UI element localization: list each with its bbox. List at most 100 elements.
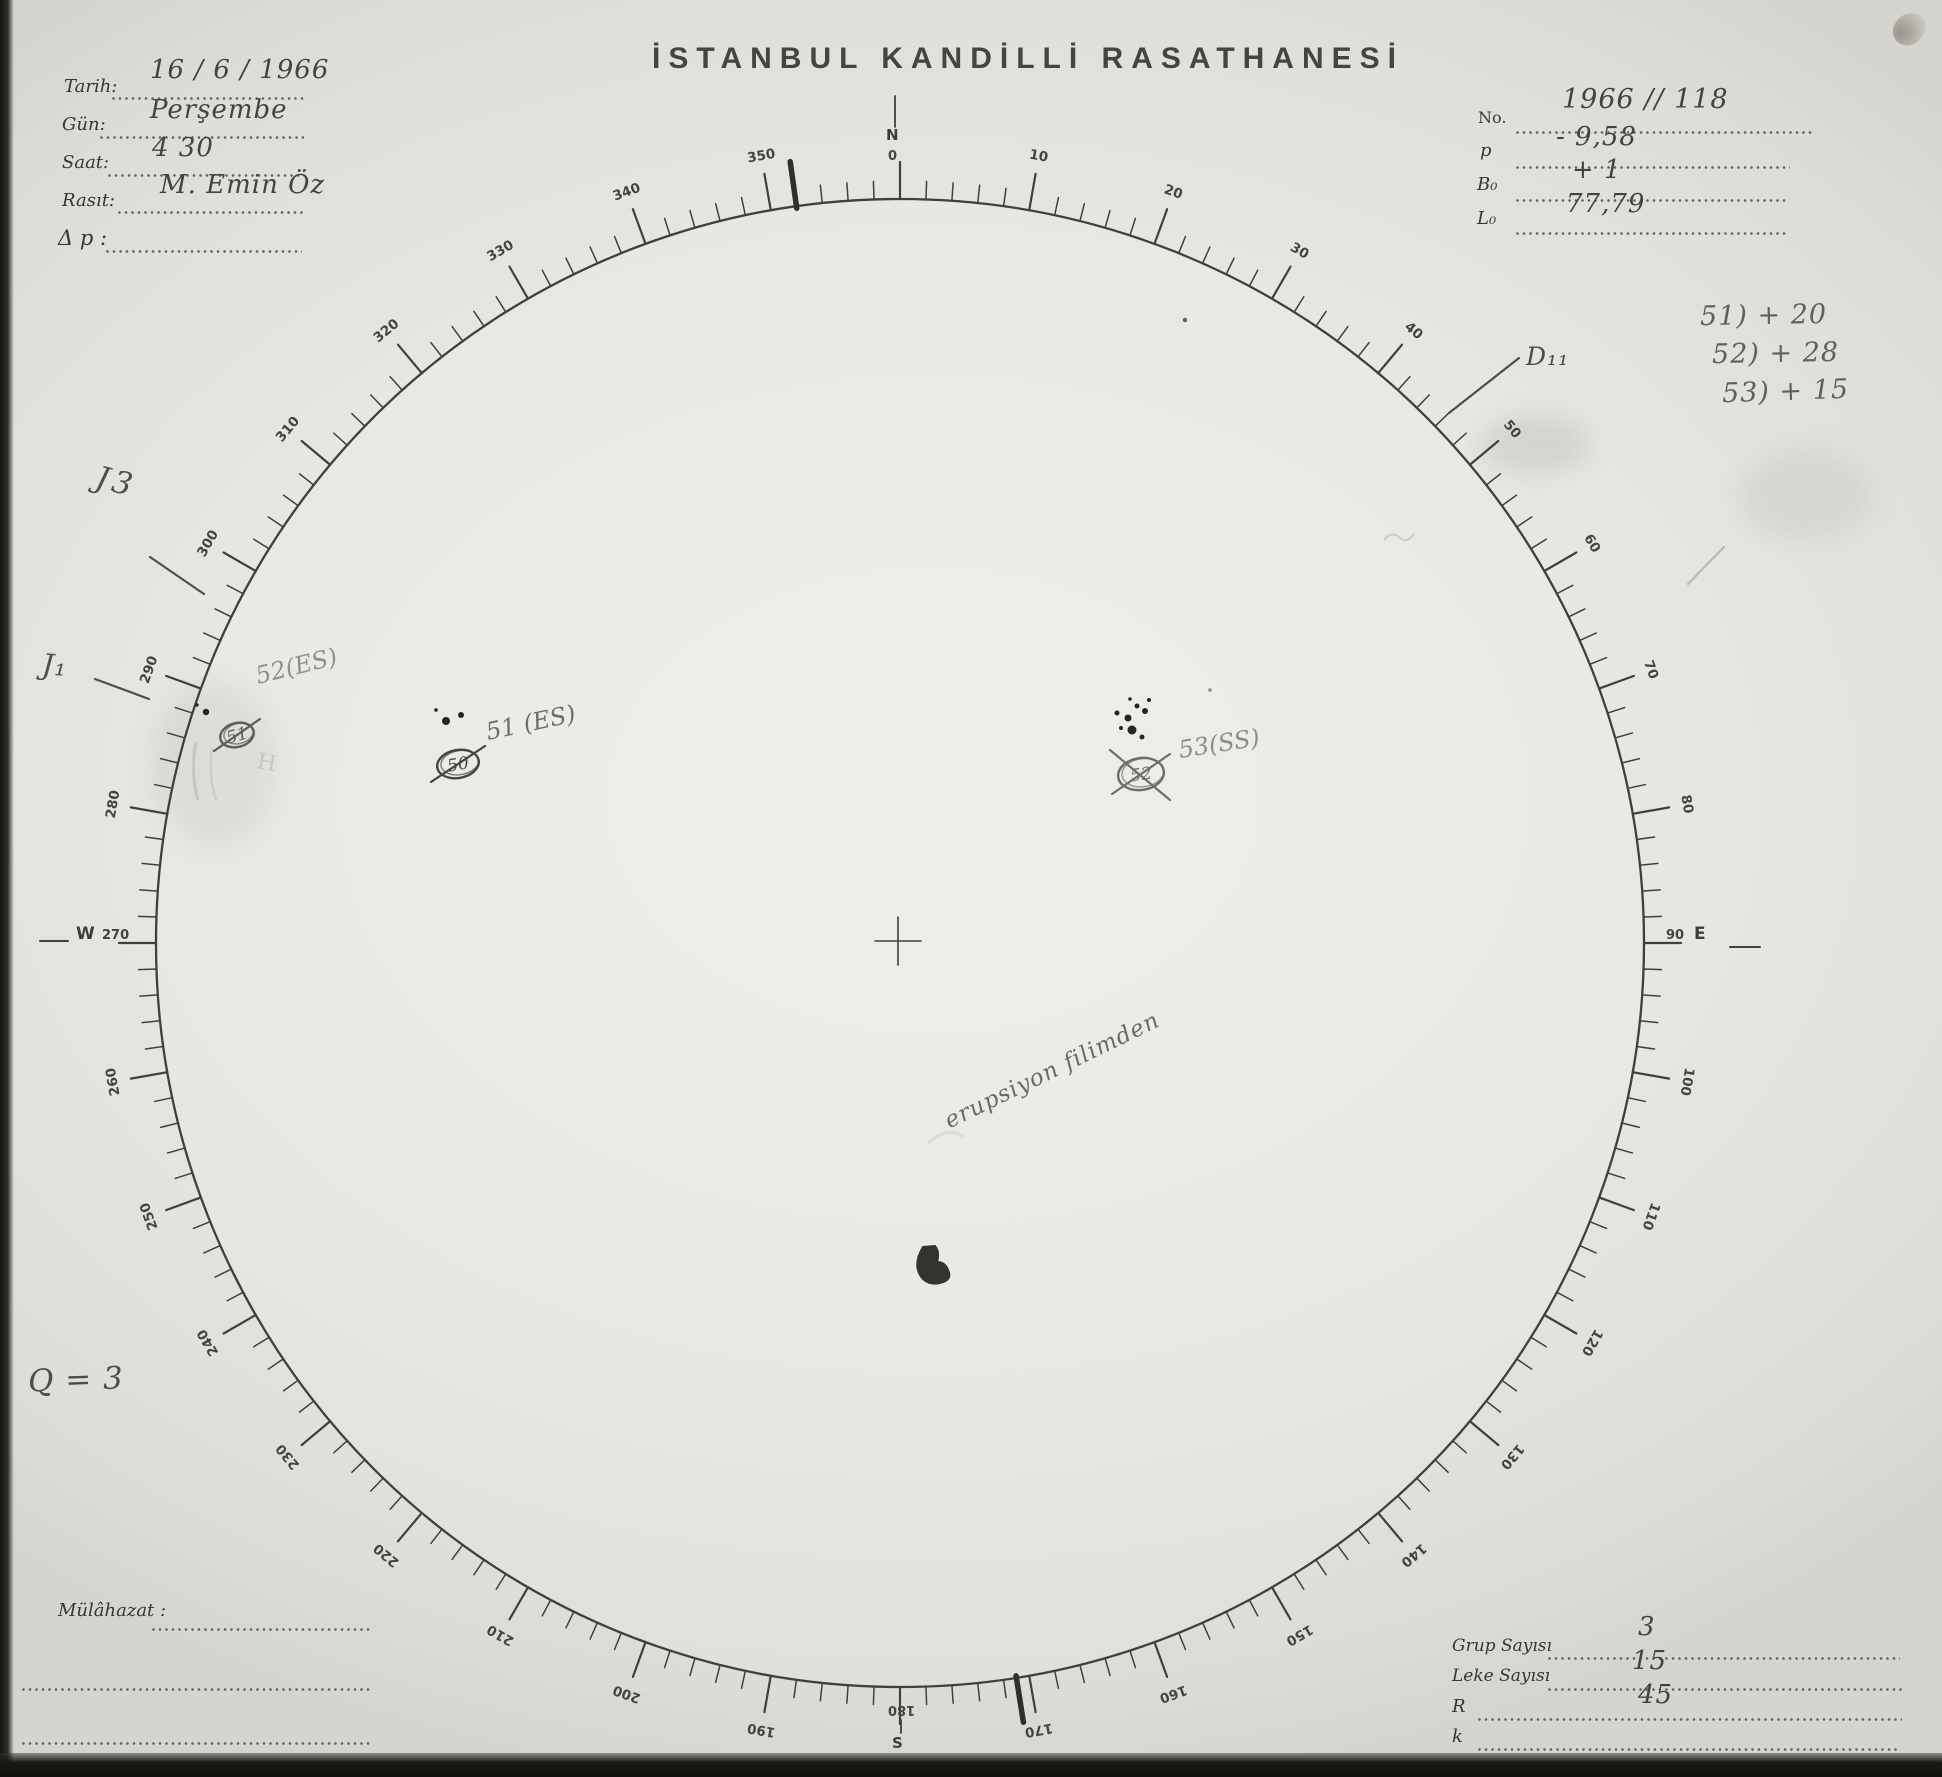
sunspot [458, 712, 464, 718]
degree-tick [1530, 1336, 1547, 1348]
p-angle-mark-top [787, 158, 800, 211]
field-value-r: 45 [1638, 1680, 1674, 1710]
scan-edge-left [0, 0, 14, 1777]
degree-tick [613, 235, 623, 254]
degree-tick [351, 412, 366, 427]
degree-tick [139, 889, 159, 892]
degree-tick [1270, 265, 1292, 300]
sunspot [1147, 698, 1151, 702]
axis-mark-label: D₁₁ [1526, 342, 1570, 371]
degree-tick [1397, 1495, 1411, 1511]
field-value-saat: 4 30 [152, 133, 214, 163]
degree-tick [1177, 235, 1187, 254]
degree-tick [267, 1358, 284, 1370]
field-label-l0: L₀ [1477, 208, 1497, 229]
degree-tick [351, 1459, 366, 1474]
degree-tick [174, 1172, 194, 1180]
degree-tick [1416, 1477, 1431, 1492]
deg-label-10: 10 [1028, 147, 1049, 166]
degree-tick [451, 325, 464, 342]
degree-tick [1377, 343, 1404, 375]
degree-tick [1642, 968, 1663, 971]
cardinal-south: S [892, 1734, 903, 1752]
degree-tick [389, 1495, 403, 1511]
dotted-rule [108, 174, 304, 177]
field-label-p: p [1480, 140, 1492, 161]
degree-tick [203, 1244, 222, 1254]
field-value-l0: 77,79 [1566, 189, 1646, 219]
degree-tick [300, 439, 332, 466]
sunspot [1142, 708, 1148, 714]
degree-tick [141, 862, 161, 866]
field-value-rasit: M. Emin Öz [160, 170, 326, 200]
dotted-rule [1478, 1748, 1898, 1751]
degree-tick [631, 208, 647, 245]
degree-tick [1606, 706, 1626, 714]
degree-tick [1567, 608, 1586, 618]
degree-tick [689, 1657, 696, 1677]
degree-tick [1639, 1020, 1659, 1024]
degree-tick [159, 1122, 179, 1129]
degree-tick [1153, 1641, 1169, 1678]
degree-tick [1543, 551, 1578, 573]
degree-tick [396, 343, 423, 375]
degree-tick [1530, 538, 1547, 550]
sunspot [195, 703, 199, 707]
field-value-no: 1966 // 118 [1562, 84, 1729, 115]
degree-tick [174, 706, 194, 714]
degree-tick [951, 1684, 954, 1704]
d11-pointer-line [1447, 356, 1521, 415]
deg-label-80: 80 [1677, 794, 1696, 815]
degree-tick [153, 1096, 174, 1103]
field-value-tarih: 16 / 6 / 1966 [150, 55, 330, 85]
remarks-label: Mülâhazat : [58, 1600, 167, 1621]
degree-tick [129, 1071, 169, 1080]
degree-tick [389, 375, 403, 391]
deg-label-220: 220 [370, 1540, 402, 1570]
paper-smudge [1740, 450, 1870, 540]
degree-tick [1578, 632, 1597, 642]
degree-tick [714, 1664, 721, 1684]
cross-out-stroke [429, 744, 487, 784]
degree-tick [925, 180, 928, 201]
degree-tick [1053, 196, 1060, 217]
deg-label-60: 60 [1580, 531, 1603, 555]
degree-tick [589, 246, 599, 265]
deg-label-330: 330 [484, 237, 516, 265]
degree-tick [159, 757, 179, 764]
degree-tick [1079, 1664, 1086, 1684]
degree-tick [763, 1674, 772, 1714]
degree-tick [1606, 1172, 1626, 1180]
sunspot [1134, 703, 1140, 709]
degree-tick [1567, 1268, 1586, 1278]
deg-label-110: 110 [1638, 1200, 1663, 1232]
paper-smudge [150, 680, 280, 850]
deg-label-290: 290 [137, 654, 162, 686]
degree-tick [1516, 516, 1533, 528]
degree-tick [1598, 1196, 1635, 1212]
degree-tick [1201, 246, 1211, 265]
deg-label-270: 270 [102, 928, 130, 943]
degree-tick [1621, 757, 1641, 764]
deg-label-120: 120 [1578, 1326, 1606, 1358]
scan-edge-bottom [0, 1753, 1942, 1777]
degree-tick [1578, 1244, 1597, 1254]
degree-tick [495, 296, 507, 313]
degree-tick [872, 180, 875, 201]
degree-tick [192, 656, 211, 666]
degree-tick [1293, 296, 1305, 313]
field-label-r: R [1452, 1696, 1466, 1717]
pencil-smudge [926, 1130, 965, 1145]
degree-tick [1501, 1379, 1518, 1392]
degree-tick [631, 1641, 647, 1678]
degree-tick [740, 196, 747, 217]
degree-tick [1485, 1400, 1502, 1413]
degree-tick [1631, 806, 1671, 815]
field-label-saat: Saat: [62, 152, 110, 173]
degree-tick [332, 432, 348, 446]
degree-tick [495, 1573, 507, 1590]
degree-tick [1589, 1220, 1608, 1230]
degree-tick [1434, 1459, 1449, 1474]
degree-tick [1416, 394, 1431, 409]
